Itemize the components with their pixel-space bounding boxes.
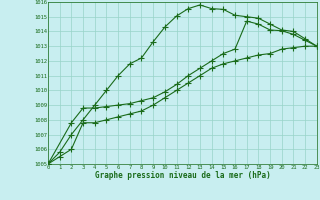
X-axis label: Graphe pression niveau de la mer (hPa): Graphe pression niveau de la mer (hPa) [94,171,270,180]
